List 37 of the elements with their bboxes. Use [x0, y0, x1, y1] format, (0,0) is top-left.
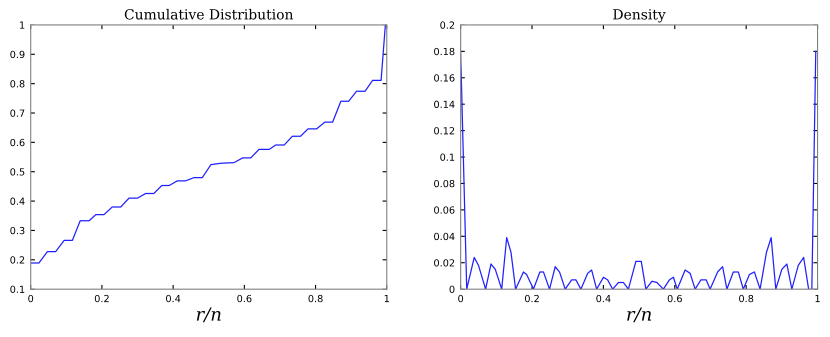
y-tick-label: 0.14: [434, 100, 455, 108]
x-tick-label: 1: [816, 295, 820, 302]
chart-title: Density: [613, 9, 666, 22]
x-tick-label: 0: [458, 294, 464, 302]
y-tick-label: 0.18: [434, 48, 454, 56]
x-tick-label: 0.4: [596, 294, 611, 302]
y-tick-label: 0.2: [10, 256, 24, 264]
x-tick-label: 0: [28, 294, 34, 302]
y-tick-label: 0.12: [434, 127, 454, 134]
y-tick-label: 0.1: [440, 154, 454, 161]
x-axis-title: r/n: [627, 307, 652, 322]
y-tick-label: 0.9: [10, 50, 24, 58]
y-tick-label: 0.1: [10, 286, 24, 293]
x-tick-label: 0.6: [668, 294, 682, 302]
x-tick-label: 0.2: [94, 294, 109, 302]
x-tick-label: 0.4: [166, 294, 180, 302]
y-tick-label: 0.02: [434, 259, 454, 267]
x-tick-label: 0.8: [739, 294, 754, 302]
y-tick-label: 1: [20, 22, 24, 29]
y-tick-label: 0.5: [10, 168, 24, 176]
x-axis-title: r/n: [196, 307, 221, 322]
y-tick-label: 0.06: [434, 206, 454, 214]
y-tick-label: 0.2: [440, 21, 454, 29]
chart-title: Cumulative Distribution: [124, 8, 294, 20]
y-tick-label: 0.3: [10, 226, 24, 234]
y-tick-label: 0.8: [10, 80, 24, 88]
x-tick-label: 0.6: [237, 294, 252, 302]
y-tick-label: 0.4: [10, 198, 25, 205]
y-tick-label: 0: [450, 286, 454, 293]
x-tick-label: 0.2: [524, 294, 539, 302]
y-tick-label: 0.04: [434, 232, 455, 240]
y-tick-label: 0.08: [434, 180, 454, 188]
y-tick-label: 0.6: [10, 138, 25, 146]
x-tick-label: 0.8: [308, 294, 323, 302]
y-tick-label: 0.16: [434, 74, 454, 82]
x-tick-label: 1: [384, 295, 389, 302]
y-tick-label: 0.7: [10, 109, 24, 117]
